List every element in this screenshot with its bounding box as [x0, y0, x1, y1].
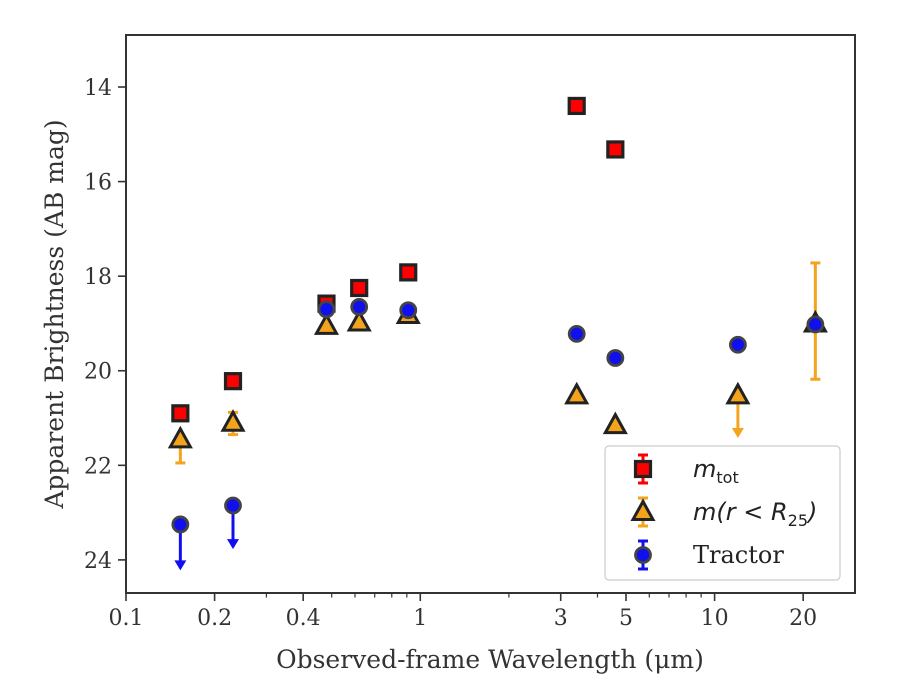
m-r-r-25--point [313, 312, 340, 335]
tractor-upper-limit-arrow-head [227, 539, 240, 550]
m-r-r-25--point [602, 411, 628, 435]
y-tick-label: 20 [84, 360, 112, 385]
legend-label-mtot-sub: tot [716, 468, 738, 487]
legend-symbol-square [633, 459, 653, 479]
legend-symbol-circle [634, 546, 652, 564]
tractor-point [224, 496, 242, 515]
plot-marks [167, 96, 828, 571]
plot-frame [125, 34, 856, 594]
y-tick-label: 18 [84, 265, 112, 290]
m-tot-point [567, 96, 586, 116]
x-tick-label: 0.4 [286, 606, 321, 631]
legend-label-mtot: mtot [693, 455, 739, 487]
legend-symbols [630, 453, 656, 571]
m-r-r-25--upper-limit-arrow-head [731, 427, 744, 438]
tractor-upper-limit-arrow-head [174, 560, 187, 571]
tractor-point [399, 301, 418, 320]
legend-label-mr: m(r < R25) [693, 498, 817, 530]
tractor-point [350, 298, 369, 316]
y-tick-label: 24 [84, 549, 112, 574]
m-r-r-25--point [167, 425, 193, 449]
m-tot-point [171, 404, 190, 423]
tractor-point [317, 300, 336, 319]
m-r-r-25--point [220, 409, 246, 432]
tractor-point [567, 324, 586, 343]
m-r-r-25--point [564, 381, 590, 405]
tractor-point [806, 315, 825, 334]
y-tick-label: 14 [84, 76, 112, 101]
m-r-r-25--point [725, 381, 751, 405]
y-tick-label: 16 [84, 171, 112, 196]
legend-symbol-triangle [630, 498, 656, 521]
m-tot-point [223, 372, 243, 391]
y-axis-label: Apparent Brightness (AB mag) [40, 119, 69, 509]
y-tick-label: 22 [84, 454, 112, 479]
m-tot-point [399, 263, 418, 282]
legend-label-mr-tail: ) [806, 498, 817, 526]
m-tot-point [350, 278, 369, 298]
legend-frame [604, 445, 841, 581]
axis-ticks: 0.1 0.2 0.4 1 3 5 10 20 14 16 18 20 22 24 [84, 76, 817, 631]
tractor-point [728, 335, 747, 354]
x-tick-label: 5 [619, 606, 633, 631]
legend-label-mr-main: m(r < R [693, 498, 788, 526]
tractor-point [171, 515, 190, 534]
legend-label-tractor: Tractor [693, 541, 784, 569]
x-tick-label: 1 [413, 606, 427, 631]
legend: mtot m(r < R25) Tractor [604, 445, 841, 581]
tractor-point [606, 349, 625, 367]
x-tick-label: 20 [789, 606, 817, 631]
x-tick-label: 0.2 [197, 606, 232, 631]
m-tot-point [606, 140, 625, 159]
legend-label-mtot-main: m [693, 455, 716, 483]
x-tick-label: 0.1 [109, 606, 144, 631]
x-tick-label: 10 [701, 606, 729, 631]
legend-label-mr-sub: 25 [788, 511, 808, 530]
x-axis-label: Observed-frame Wavelength (μm) [276, 645, 704, 674]
x-tick-label: 3 [554, 606, 568, 631]
m-r-r-25--point [346, 308, 372, 332]
